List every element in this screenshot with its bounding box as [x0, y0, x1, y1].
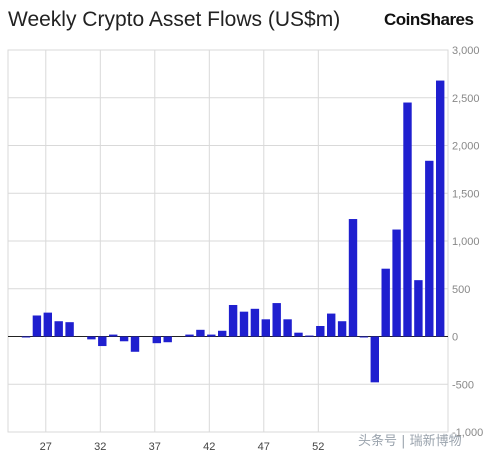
- bar: [316, 325, 325, 337]
- bar: [250, 308, 260, 337]
- bar: [392, 229, 401, 337]
- y-tick-label: 1,000: [452, 236, 480, 248]
- bar: [348, 219, 358, 337]
- bar: [196, 329, 205, 337]
- bar: [359, 336, 369, 338]
- y-tick-label: -500: [452, 379, 474, 391]
- bar: [109, 334, 118, 337]
- y-tick-label: 2,000: [452, 141, 480, 153]
- bar: [119, 336, 129, 342]
- bar: [425, 160, 434, 337]
- watermark: 头条号 | 瑞新博物: [358, 434, 462, 449]
- bar: [436, 80, 445, 337]
- bar: [294, 332, 303, 337]
- bar: [370, 336, 379, 383]
- bar: [403, 102, 412, 337]
- y-tick-label: 2,500: [452, 93, 480, 105]
- y-tick-label: 3,000: [452, 45, 480, 57]
- y-tick-label: 1,500: [452, 188, 480, 200]
- bar: [283, 319, 292, 337]
- bar: [185, 334, 194, 337]
- bar: [43, 312, 52, 337]
- bar: [152, 336, 161, 344]
- y-tick-label: 500: [452, 284, 470, 296]
- bar: [305, 335, 314, 337]
- bar: [54, 321, 63, 337]
- bar: [98, 336, 107, 347]
- bar: [327, 313, 336, 337]
- x-tick-label: 52: [312, 441, 324, 453]
- bar: [218, 330, 227, 337]
- bar: [381, 268, 390, 337]
- y-tick-label: 0: [452, 332, 458, 344]
- bar: [130, 336, 140, 352]
- x-tick-label: 47: [258, 441, 270, 453]
- bar: [414, 280, 423, 337]
- bar: [87, 336, 96, 340]
- bar: [21, 336, 31, 338]
- bar: [228, 304, 238, 337]
- bar: [239, 311, 249, 337]
- y-tick-label: -1,000: [452, 427, 483, 439]
- bar: [32, 315, 42, 337]
- bar: [207, 334, 216, 337]
- bar: [163, 336, 172, 343]
- x-tick-label: 32: [94, 441, 106, 453]
- bar: [272, 303, 281, 337]
- chart-title: Weekly Crypto Asset Flows (US$m): [8, 8, 341, 31]
- bar: [65, 322, 74, 337]
- x-tick-label: 27: [40, 441, 52, 453]
- x-tick-label: 42: [203, 441, 215, 453]
- brand-logo: CoinShares: [384, 10, 474, 29]
- x-tick-label: 37: [149, 441, 161, 453]
- bar: [337, 321, 347, 337]
- bar: [261, 319, 270, 337]
- plot-frame: [7, 49, 449, 433]
